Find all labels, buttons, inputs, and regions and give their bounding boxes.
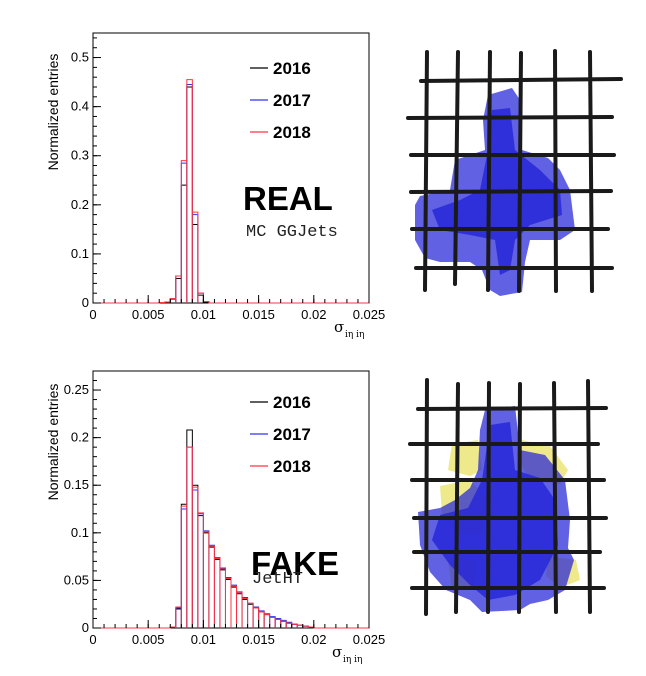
y-axis-ticks: 0 0.05 0.1 0.15 0.2 0.25 [64,370,101,635]
x-tick-label: 0 [89,632,96,647]
y-tick-label: 0 [82,295,89,310]
legend-label-2018: 2018 [273,457,311,476]
x-tick-label: 0.015 [242,632,275,647]
y-tick-label: 0.4 [71,99,89,114]
plot-frame [92,32,370,304]
histogram-series-group [93,429,369,629]
y-tick-label: 0 [82,620,89,635]
fake-histogram-panel: 00.050.10.150.20.25 0 0.005 0.01 0.015 0.02 0… [45,370,385,665]
annotation-subtitle: MC GGJets [246,223,338,242]
y-axis-label: Normalized entries [45,384,61,501]
legend-label-2017: 2017 [273,425,311,444]
annotation-title: REAL [243,180,333,217]
x-axis-ticks: 0 0.005 0.01 0.015 0.02 0.025 [89,295,385,322]
x-axis-label: σ [332,643,342,661]
legend-label-2016: 2016 [273,393,311,412]
y-tick-label: 0.1 [71,246,89,261]
x-tick-label: 0.025 [353,307,386,322]
x-axis-ticks: 0 0.005 0.01 0.015 0.02 0.025 [89,620,385,647]
x-tick-label: 0.01 [191,632,216,647]
fake-grid-image [408,378,608,616]
y-tick-label: 0.2 [71,430,89,445]
y-tick-label: 0.5 [71,50,89,65]
legend-label-2016: 2016 [273,59,311,78]
x-tick-label: 0.02 [301,307,326,322]
x-axis-label-sub: iη iη [345,330,364,340]
y-tick-label: 0.05 [64,572,89,587]
x-axis-label: σ [334,318,344,336]
y-tick-label: 0.2 [71,197,89,212]
legend: 2016 2017 2018 [250,59,311,142]
histogram-series-2018 [93,79,369,304]
x-tick-label: 0 [89,307,96,322]
annotation-subtitle: JetHT [252,570,303,589]
y-tick-label: 0.1 [71,525,89,540]
x-tick-label: 0.015 [242,307,275,322]
legend-label-2018: 2018 [273,123,311,142]
real-histogram-panel: 0 0.1 0.2 0.3 0.4 0.5 0 0.005 0.01 0.015 0.02 0.02… [45,32,385,340]
legend-label-2017: 2017 [273,91,311,110]
y-tick-label: 0.15 [64,477,89,492]
real-grid-image [406,49,623,296]
annotation-title: FAKE [251,545,339,582]
histogram-series-2018 [93,446,369,629]
blue-blob-core [432,422,558,600]
x-axis-label-sub: iη iη [343,655,362,665]
hand-drawn-grid [408,378,608,616]
x-tick-label: 0.005 [132,307,165,322]
y-axis-ticks: 0 0.1 0.2 0.3 0.4 0.5 [71,37,101,310]
x-tick-label: 0.025 [353,632,386,647]
legend: 2016 2017 2018 [250,393,311,476]
x-tick-label: 0.01 [191,307,216,322]
y-axis-label: Normalized entries [45,54,61,171]
x-tick-label: 0.005 [132,632,165,647]
hand-drawn-grid [406,49,623,293]
x-tick-label: 0.02 [301,632,326,647]
y-tick-label: 0.25 [64,382,89,397]
y-tick-label: 0.3 [71,148,89,163]
